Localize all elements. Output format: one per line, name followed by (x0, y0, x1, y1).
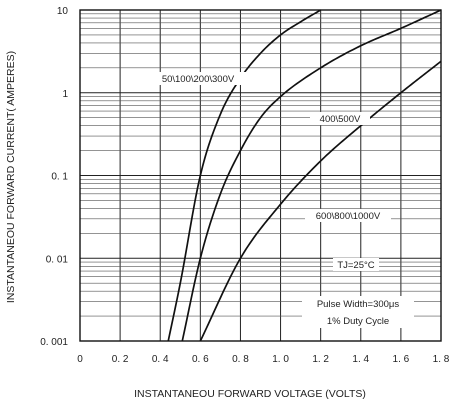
x-tick-label-8: 1. 6 (393, 354, 410, 365)
y-tick-labels: 10 1 0. 1 0. 01 0. 001 (40, 6, 68, 348)
annotation-series-2: 400\500V (310, 112, 370, 125)
y-tick-label-2: 0. 1 (51, 172, 68, 183)
annotations: 50\100\200\300V 400\500V 600\800\1000V T… (136, 72, 414, 328)
x-tick-label-2: 0. 4 (152, 354, 169, 365)
annotation-pulse: Pulse Width=300μs 1% Duty Cycle (302, 296, 414, 328)
annotation-temperature-text: TJ=25°C (337, 260, 374, 271)
annotation-series-1-text: 50\100\200\300V (162, 74, 235, 85)
y-tick-label-3: 0. 01 (46, 254, 69, 265)
annotation-temperature: TJ=25°C (333, 258, 379, 271)
x-tick-label-1: 0. 2 (112, 354, 129, 365)
grid (80, 10, 441, 341)
y-axis-title: INSTANTANEOU FORWARD CURRENT( AMPERES) (5, 51, 17, 303)
y-tick-label-1: 1 (62, 89, 68, 100)
annotation-pulse-width-text: Pulse Width=300μs (317, 299, 400, 310)
x-tick-label-6: 1. 2 (312, 354, 329, 365)
x-tick-label-7: 1. 4 (352, 354, 369, 365)
annotation-duty-cycle-text: 1% Duty Cycle (327, 316, 389, 327)
annotation-series-3: 600\800\1000V (305, 209, 391, 222)
x-tick-label-3: 0. 6 (192, 354, 209, 365)
y-tick-label-4: 0. 001 (40, 337, 68, 348)
y-tick-label-0: 10 (57, 6, 69, 17)
plot-frame (79, 9, 442, 342)
annotation-series-2-text: 400\500V (320, 114, 361, 125)
curve-series-3 (199, 60, 442, 342)
x-tick-label-4: 0. 8 (232, 354, 249, 365)
x-tick-labels: 0 0. 2 0. 4 0. 6 0. 8 1. 0 1. 2 1. 4 1. 6 1. 8 (77, 354, 450, 365)
curve-series-2 (181, 9, 442, 342)
x-tick-label-5: 1. 0 (272, 354, 289, 365)
x-axis-title: INSTANTANEOU FORWARD VOLTAGE (VOLTS) (134, 388, 366, 400)
x-tick-label-9: 1. 8 (433, 354, 450, 365)
annotation-series-3-text: 600\800\1000V (316, 211, 381, 222)
x-tick-label-0: 0 (77, 354, 83, 365)
annotation-series-1: 50\100\200\300V (136, 72, 260, 85)
